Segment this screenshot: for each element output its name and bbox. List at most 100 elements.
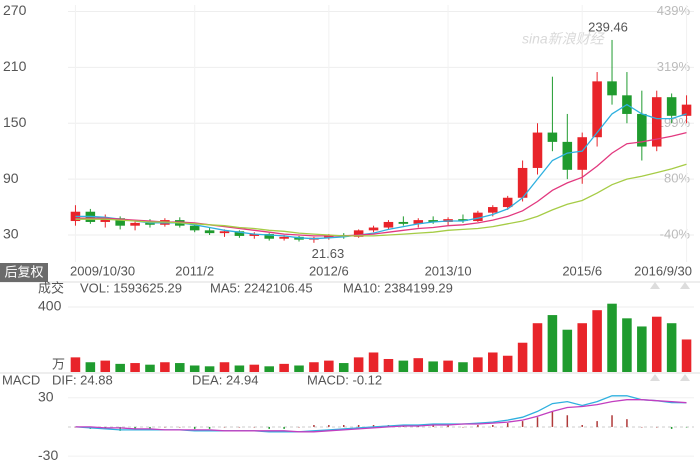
volume-bar — [70, 357, 81, 372]
y-tick-label: 90 — [3, 170, 19, 186]
y-tick-label: 210 — [3, 58, 27, 74]
volume-bar — [622, 318, 632, 372]
button-bg[interactable] — [0, 263, 48, 282]
macd-bar — [536, 417, 539, 427]
volume-bar — [368, 352, 379, 372]
volume-bar — [577, 323, 587, 372]
macd-bar — [551, 411, 554, 427]
x-tick-label: 2013/10 — [425, 263, 472, 278]
volume-bar — [145, 364, 155, 372]
macd-bar — [313, 425, 315, 427]
macd-bar — [357, 425, 360, 427]
candle-body — [607, 81, 617, 96]
y2-tick-label: 199% — [657, 115, 691, 130]
volume-bar — [189, 365, 200, 372]
volume-bar — [383, 358, 394, 372]
candle-body — [592, 81, 602, 138]
macd-bar — [611, 415, 613, 427]
volume-bar — [249, 364, 260, 372]
adjust-button[interactable]: 后复权 — [4, 264, 43, 279]
volume-bar — [130, 363, 140, 372]
low-label: 21.63 — [312, 246, 345, 261]
x-tick-label: 2015/6 — [562, 263, 602, 278]
candle-body — [502, 197, 513, 208]
macd-bar — [179, 426, 181, 428]
legend-entry: MA10: 2384199.29 — [343, 280, 453, 295]
volume-bar — [338, 363, 349, 372]
y2-tick-label: 319% — [657, 59, 691, 74]
macd-bar — [268, 426, 270, 429]
x-tick-label: 2016/9/30 — [634, 263, 692, 278]
macd-bar — [164, 426, 166, 428]
macd-bar — [208, 426, 211, 429]
macd-bar — [566, 415, 569, 427]
candle-body — [130, 222, 140, 226]
candle-body — [532, 132, 543, 168]
macd-bar — [432, 425, 434, 427]
macd-bar — [149, 426, 151, 429]
candle-body — [100, 218, 111, 222]
volume-bar — [666, 323, 677, 372]
legend-entry: VOL: 1593625.29 — [80, 280, 182, 295]
volume-bar — [443, 360, 453, 372]
legend-entry: MACD: -0.12 — [307, 372, 382, 387]
volume-bar — [517, 342, 528, 372]
macd-bar — [477, 425, 479, 427]
macd-bar — [655, 426, 658, 428]
macd-bar — [223, 426, 226, 428]
x-tick-label: 2009/10/30 — [70, 263, 135, 278]
macd-bar — [685, 426, 688, 428]
legend-entry: DEA: 24.94 — [192, 372, 259, 387]
x-tick-label: 2011/2 — [175, 263, 214, 278]
macd-bar — [581, 425, 583, 427]
macd-bar — [641, 426, 643, 428]
y-tick-label: 270 — [3, 2, 27, 18]
macd-bar — [596, 421, 598, 427]
volume-bar — [353, 357, 364, 372]
candle-body — [428, 220, 438, 222]
volume-bar — [637, 326, 647, 372]
macd-bar — [342, 425, 345, 427]
y-tick-label: 30 — [3, 226, 19, 242]
volume-bar — [428, 361, 438, 372]
macd-bar — [492, 425, 494, 427]
candle-body — [413, 220, 424, 224]
candle-body — [234, 231, 245, 236]
candle-body — [562, 141, 573, 170]
panel-title: 成交 — [38, 280, 64, 295]
candle-body — [264, 234, 274, 239]
candle-body — [517, 167, 528, 198]
unit-label: 万 — [52, 356, 65, 371]
candle-body — [398, 221, 409, 224]
volume-bar — [398, 360, 409, 372]
candle-body — [115, 218, 125, 226]
volume-bar — [294, 365, 304, 372]
macd-bar — [283, 426, 285, 429]
volume-bar — [502, 355, 513, 372]
volume-bar — [115, 363, 125, 372]
volume-bar — [607, 303, 617, 372]
macd-bar — [626, 419, 628, 427]
candle-body — [547, 132, 558, 142]
candle-body — [219, 231, 230, 234]
high-label: 239.46 — [588, 19, 628, 34]
y-tick-label: -30 — [38, 447, 58, 463]
macd-bar — [372, 425, 375, 427]
macd-bar — [238, 426, 241, 428]
volume-bar — [562, 329, 573, 372]
candle-body — [353, 230, 364, 237]
volume-bar — [413, 358, 424, 372]
candle-body — [637, 113, 647, 147]
watermark: sina新浪财经 — [522, 31, 606, 47]
legend-entry: DIF: 24.88 — [52, 372, 113, 387]
candle-body — [368, 227, 379, 231]
candle-body — [189, 225, 200, 231]
candle-body — [577, 137, 587, 170]
candle-body — [666, 97, 677, 116]
volume-bar — [547, 315, 558, 372]
volume-bar — [175, 363, 185, 372]
candle-body — [279, 236, 289, 239]
y2-tick-label: -40% — [660, 226, 691, 241]
macd-bar — [119, 426, 121, 431]
